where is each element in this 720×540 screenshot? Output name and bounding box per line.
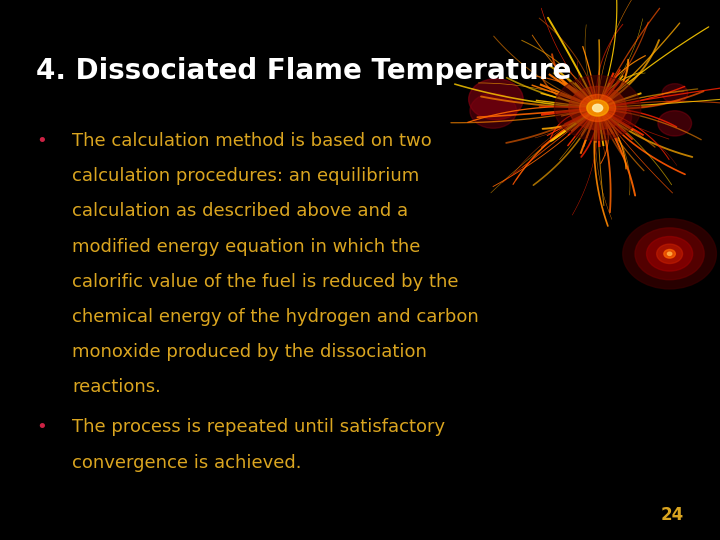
Circle shape (662, 84, 688, 103)
Circle shape (580, 94, 616, 122)
Circle shape (647, 237, 693, 271)
Text: modified energy equation in which the: modified energy equation in which the (72, 238, 420, 255)
Text: convergence is achieved.: convergence is achieved. (72, 454, 302, 471)
Circle shape (635, 228, 704, 280)
Circle shape (554, 76, 641, 140)
Circle shape (658, 111, 692, 136)
Text: The calculation method is based on two: The calculation method is based on two (72, 132, 432, 150)
Circle shape (470, 93, 516, 129)
Circle shape (657, 244, 683, 264)
Circle shape (664, 249, 675, 258)
Text: 24: 24 (661, 506, 684, 524)
Text: chemical energy of the hydrogen and carbon: chemical energy of the hydrogen and carb… (72, 308, 479, 326)
Text: calorific value of the fuel is reduced by the: calorific value of the fuel is reduced b… (72, 273, 459, 291)
Text: •: • (36, 132, 47, 150)
Circle shape (587, 100, 608, 116)
Text: monoxide produced by the dissociation: monoxide produced by the dissociation (72, 343, 427, 361)
Circle shape (585, 100, 631, 134)
Circle shape (623, 219, 716, 289)
Circle shape (469, 79, 523, 120)
Text: •: • (36, 418, 47, 436)
Circle shape (667, 252, 672, 255)
Text: 4. Dissociated Flame Temperature: 4. Dissociated Flame Temperature (36, 57, 572, 85)
Text: The process is repeated until satisfactory: The process is repeated until satisfacto… (72, 418, 445, 436)
Text: calculation as described above and a: calculation as described above and a (72, 202, 408, 220)
Circle shape (569, 86, 626, 130)
Text: calculation procedures: an equilibrium: calculation procedures: an equilibrium (72, 167, 419, 185)
Circle shape (593, 104, 603, 112)
Text: reactions.: reactions. (72, 378, 161, 396)
